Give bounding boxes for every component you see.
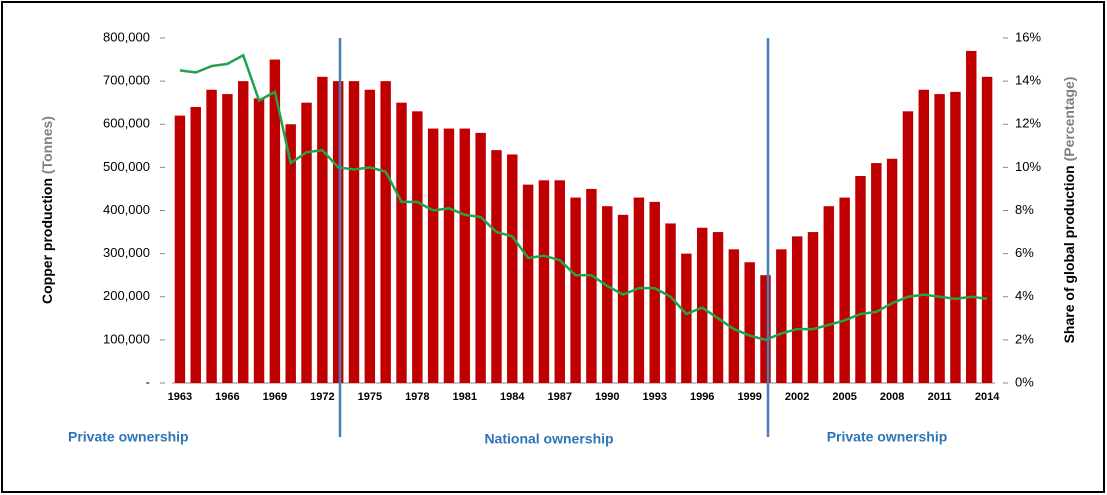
bar bbox=[238, 81, 248, 383]
bar bbox=[855, 176, 865, 383]
x-tick-label: 1975 bbox=[358, 391, 382, 403]
annotation: Private ownership bbox=[827, 429, 948, 445]
y2-tick-label: 0% bbox=[1015, 374, 1034, 389]
x-tick-label: 2011 bbox=[928, 391, 952, 403]
y-axis-title-main: Copper production bbox=[39, 178, 55, 304]
x-tick-label: 1993 bbox=[642, 391, 666, 403]
y2-tick-label: 8% bbox=[1015, 202, 1034, 217]
bar bbox=[839, 198, 849, 383]
x-tick-label: 2008 bbox=[880, 391, 904, 403]
y-tick-label: 300,000 bbox=[103, 245, 150, 260]
x-tick-label: 1972 bbox=[310, 391, 334, 403]
x-tick-label: 1996 bbox=[690, 391, 714, 403]
bar bbox=[618, 215, 628, 383]
y2-tick-label: 10% bbox=[1015, 159, 1041, 174]
x-tick-label: 1990 bbox=[595, 391, 619, 403]
bar bbox=[412, 111, 422, 383]
bar bbox=[349, 81, 359, 383]
bar bbox=[175, 116, 185, 383]
y-axis-title-unit: (Tonnes) bbox=[39, 116, 55, 174]
bar bbox=[982, 77, 992, 383]
bar bbox=[729, 249, 739, 383]
bar bbox=[602, 206, 612, 383]
y-tick-label: 500,000 bbox=[103, 159, 150, 174]
bar bbox=[665, 223, 675, 383]
bar bbox=[365, 90, 375, 383]
y-axis-title: Copper production (Tonnes) bbox=[39, 116, 55, 304]
y2-tick-label: 14% bbox=[1015, 73, 1041, 88]
bar bbox=[649, 202, 659, 383]
bar bbox=[380, 81, 390, 383]
bar bbox=[444, 129, 454, 383]
bar bbox=[555, 180, 565, 383]
bar bbox=[570, 198, 580, 383]
y2-axis-title-unit: (Percentage) bbox=[1061, 77, 1077, 162]
bar bbox=[713, 232, 723, 383]
y-tick-label: 400,000 bbox=[103, 202, 150, 217]
x-tick-label: 1981 bbox=[453, 391, 477, 403]
x-tick-label: 2002 bbox=[785, 391, 809, 403]
annotation: National ownership bbox=[484, 431, 613, 447]
bar bbox=[317, 77, 327, 383]
bar bbox=[301, 103, 311, 383]
y2-tick-label: 2% bbox=[1015, 331, 1034, 346]
y-tick-label: 700,000 bbox=[103, 73, 150, 88]
x-tick-label: 1984 bbox=[500, 391, 525, 403]
y2-axis-title-main: Share of global production bbox=[1061, 165, 1077, 343]
bar bbox=[950, 92, 960, 383]
x-tick-label: 1999 bbox=[737, 391, 761, 403]
bar bbox=[222, 94, 232, 383]
bar bbox=[191, 107, 201, 383]
bar bbox=[523, 185, 533, 383]
y2-axis-title: Share of global production (Percentage) bbox=[1061, 77, 1077, 344]
bar bbox=[428, 129, 438, 383]
bar bbox=[903, 111, 913, 383]
x-tick-label: 1969 bbox=[263, 391, 287, 403]
x-tick-label: 1966 bbox=[215, 391, 239, 403]
bar bbox=[934, 94, 944, 383]
x-tick-label: 1978 bbox=[405, 391, 429, 403]
bar bbox=[333, 81, 343, 383]
y-tick-label: - bbox=[146, 374, 150, 389]
bar bbox=[824, 206, 834, 383]
y2-tick-label: 6% bbox=[1015, 245, 1034, 260]
y2-tick-label: 16% bbox=[1015, 29, 1041, 44]
y2-tick-label: 4% bbox=[1015, 288, 1034, 303]
x-tick-label: 1987 bbox=[548, 391, 572, 403]
bar bbox=[871, 163, 881, 383]
annotation: Private ownership bbox=[68, 429, 189, 445]
bar bbox=[206, 90, 216, 383]
bar bbox=[966, 51, 976, 383]
y-tick-label: 200,000 bbox=[103, 288, 150, 303]
y2-tick-label: 12% bbox=[1015, 116, 1041, 131]
bar bbox=[396, 103, 406, 383]
bar bbox=[697, 228, 707, 383]
bar bbox=[887, 159, 897, 383]
bar bbox=[808, 232, 818, 383]
x-tick-label: 2005 bbox=[832, 391, 856, 403]
bar bbox=[539, 180, 549, 383]
bar bbox=[792, 236, 802, 383]
bar bbox=[507, 154, 517, 383]
bar bbox=[460, 129, 470, 383]
bar bbox=[491, 150, 501, 383]
y-tick-label: 800,000 bbox=[103, 29, 150, 44]
bar bbox=[919, 90, 929, 383]
bar bbox=[254, 98, 264, 383]
bar bbox=[776, 249, 786, 383]
bar bbox=[681, 254, 691, 383]
bar bbox=[586, 189, 596, 383]
y-tick-label: 600,000 bbox=[103, 116, 150, 131]
x-tick-label: 2014 bbox=[975, 391, 1000, 403]
y-tick-label: 100,000 bbox=[103, 331, 150, 346]
chart: - 100,000 200,000 300,000 400,000 500,000 600,… bbox=[0, 0, 1107, 495]
bar bbox=[744, 262, 754, 383]
x-tick-label: 1963 bbox=[168, 391, 192, 403]
bar bbox=[475, 133, 485, 383]
